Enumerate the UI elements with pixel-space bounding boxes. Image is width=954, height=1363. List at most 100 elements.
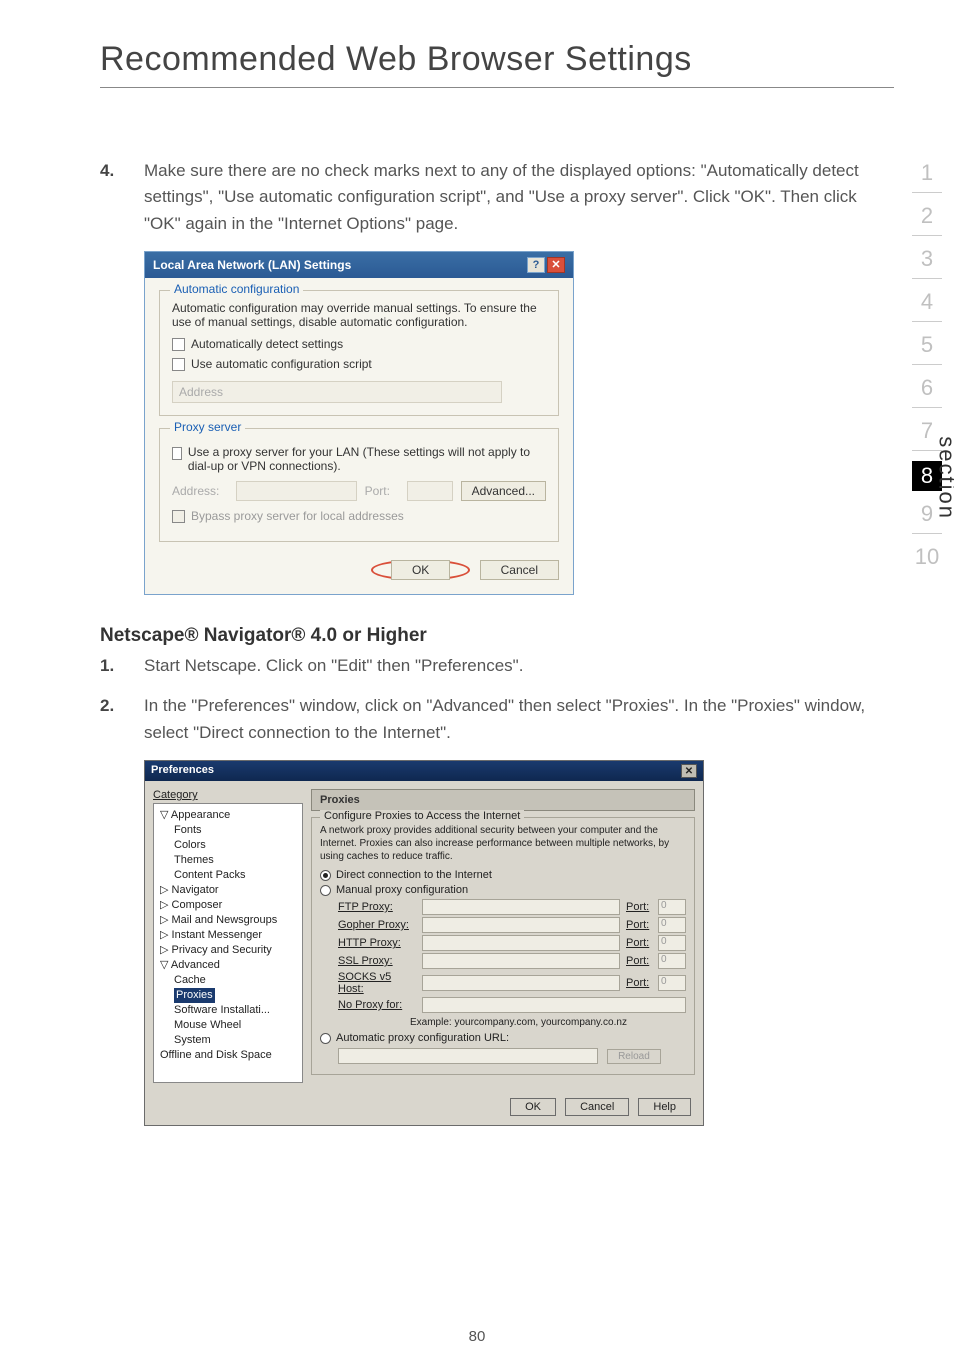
tree-navigator[interactable]: ▷ Navigator	[156, 883, 300, 898]
ns-close-button[interactable]: ✕	[681, 764, 697, 778]
proxy-port-input	[407, 481, 453, 501]
step-2-text: In the "Preferences" window, click on "A…	[144, 693, 894, 746]
section-label: section	[934, 436, 954, 520]
socks-label: SOCKS v5 Host:	[338, 971, 416, 995]
noproxy-input[interactable]	[422, 997, 686, 1013]
page-number: 80	[469, 1328, 486, 1345]
tree-themes[interactable]: Themes	[156, 853, 300, 868]
use-proxy-checkbox[interactable]	[172, 447, 182, 460]
gopher-port-input[interactable]: 0	[658, 917, 686, 933]
step-4-text: Make sure there are no check marks next …	[144, 158, 894, 237]
http-port-input[interactable]: 0	[658, 935, 686, 951]
ns-desc: A network proxy provides additional secu…	[320, 824, 686, 863]
tree-proxies[interactable]: Proxies	[156, 988, 300, 1003]
cancel-button[interactable]: Cancel	[480, 560, 559, 580]
http-label: HTTP Proxy:	[338, 937, 416, 949]
nav-1[interactable]: 1	[912, 160, 942, 193]
noproxy-label: No Proxy for:	[338, 999, 416, 1011]
auto-script-checkbox[interactable]	[172, 358, 185, 371]
tree-offline[interactable]: Offline and Disk Space	[156, 1048, 300, 1063]
ssl-port-label: Port:	[626, 955, 652, 967]
nav-2[interactable]: 2	[912, 203, 942, 236]
radio-manual-label: Manual proxy configuration	[336, 884, 468, 896]
netscape-heading: Netscape® Navigator® 4.0 or Higher	[100, 625, 894, 647]
tree-privacy[interactable]: ▷ Privacy and Security	[156, 943, 300, 958]
ns-title: Preferences	[151, 764, 214, 778]
step-2: 2. In the "Preferences" window, click on…	[100, 693, 894, 746]
step-2-num: 2.	[100, 693, 126, 746]
auto-config-desc: Automatic configuration may override man…	[172, 301, 546, 329]
radio-direct-label: Direct connection to the Internet	[336, 869, 492, 881]
gopher-input[interactable]	[422, 917, 620, 933]
radio-manual[interactable]	[320, 885, 331, 896]
use-proxy-label: Use a proxy server for your LAN (These s…	[188, 445, 546, 473]
auto-detect-checkbox[interactable]	[172, 338, 185, 351]
script-address-input: Address	[172, 381, 502, 403]
ssl-label: SSL Proxy:	[338, 955, 416, 967]
ftp-port-label: Port:	[626, 901, 652, 913]
tree-software[interactable]: Software Installati...	[156, 1003, 300, 1018]
step-4: 4. Make sure there are no check marks ne…	[100, 158, 894, 237]
ns-category-label: Category	[153, 789, 303, 801]
bypass-label: Bypass proxy server for local addresses	[191, 509, 404, 523]
socks-port-input[interactable]: 0	[658, 975, 686, 991]
tree-system[interactable]: System	[156, 1033, 300, 1048]
tree-colors[interactable]: Colors	[156, 838, 300, 853]
ns-example: Example: yourcompany.com, yourcompany.co…	[410, 1017, 686, 1028]
proxy-fieldset: Proxy server Use a proxy server for your…	[159, 428, 559, 542]
tree-mouse[interactable]: Mouse Wheel	[156, 1018, 300, 1033]
nav-3[interactable]: 3	[912, 246, 942, 279]
radio-direct[interactable]	[320, 870, 331, 881]
tree-appearance[interactable]: ▽ Appearance	[156, 808, 300, 823]
nav-6[interactable]: 6	[912, 375, 942, 408]
bypass-checkbox	[172, 510, 185, 523]
ns-category-tree[interactable]: ▽ Appearance Fonts Colors Themes Content…	[153, 803, 303, 1083]
proxy-legend: Proxy server	[170, 420, 245, 434]
socks-port-label: Port:	[626, 977, 652, 989]
proxy-address-input	[236, 481, 357, 501]
page-title: Recommended Web Browser Settings	[100, 40, 894, 88]
ftp-label: FTP Proxy:	[338, 901, 416, 913]
tree-cache[interactable]: Cache	[156, 973, 300, 988]
tree-advanced[interactable]: ▽ Advanced	[156, 958, 300, 973]
nav-10[interactable]: 10	[912, 544, 942, 570]
step-1-num: 1.	[100, 653, 126, 679]
gopher-port-label: Port:	[626, 919, 652, 931]
ftp-port-input[interactable]: 0	[658, 899, 686, 915]
tree-im[interactable]: ▷ Instant Messenger	[156, 928, 300, 943]
gopher-label: Gopher Proxy:	[338, 919, 416, 931]
radio-auto[interactable]	[320, 1033, 331, 1044]
reload-button[interactable]: Reload	[607, 1049, 661, 1064]
ssl-port-input[interactable]: 0	[658, 953, 686, 969]
nav-4[interactable]: 4	[912, 289, 942, 322]
lan-figure: Local Area Network (LAN) Settings ? ✕ Au…	[144, 251, 894, 595]
step-4-num: 4.	[100, 158, 126, 237]
step-1: 1. Start Netscape. Click on "Edit" then …	[100, 653, 894, 679]
tree-mail[interactable]: ▷ Mail and Newsgroups	[156, 913, 300, 928]
close-button[interactable]: ✕	[547, 257, 565, 273]
tree-content-packs[interactable]: Content Packs	[156, 868, 300, 883]
ssl-input[interactable]	[422, 953, 620, 969]
help-button[interactable]: ?	[527, 257, 545, 273]
auto-config-legend: Automatic configuration	[170, 282, 303, 296]
auto-script-label: Use automatic configuration script	[191, 357, 372, 371]
advanced-button[interactable]: Advanced...	[461, 481, 546, 501]
tree-fonts[interactable]: Fonts	[156, 823, 300, 838]
ok-button[interactable]: OK	[391, 560, 450, 580]
ns-cancel-button[interactable]: Cancel	[565, 1098, 629, 1116]
http-port-label: Port:	[626, 937, 652, 949]
socks-input[interactable]	[422, 975, 620, 991]
radio-auto-label: Automatic proxy configuration URL:	[336, 1032, 509, 1044]
tree-composer[interactable]: ▷ Composer	[156, 898, 300, 913]
nav-5[interactable]: 5	[912, 332, 942, 365]
ok-highlight-oval: OK	[371, 560, 470, 580]
auto-detect-label: Automatically detect settings	[191, 337, 343, 351]
ns-titlebar: Preferences ✕	[145, 761, 703, 781]
ns-ok-button[interactable]: OK	[510, 1098, 556, 1116]
ftp-input[interactable]	[422, 899, 620, 915]
http-input[interactable]	[422, 935, 620, 951]
auto-url-input[interactable]	[338, 1048, 598, 1064]
step-1-text: Start Netscape. Click on "Edit" then "Pr…	[144, 653, 523, 679]
ns-help-button[interactable]: Help	[638, 1098, 691, 1116]
proxy-port-label: Port:	[365, 484, 399, 498]
